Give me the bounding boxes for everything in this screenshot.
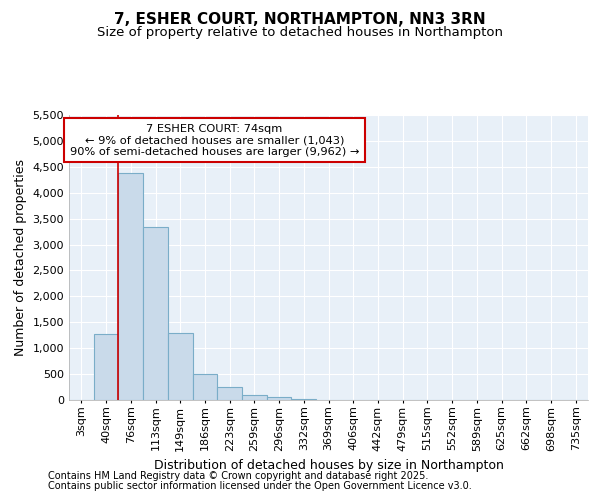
Bar: [217, 387, 242, 400]
Text: 7 ESHER COURT: 74sqm
← 9% of detached houses are smaller (1,043)
90% of semi-det: 7 ESHER COURT: 74sqm ← 9% of detached ho…: [70, 124, 359, 157]
Bar: [118, 173, 143, 400]
Y-axis label: Number of detached properties: Number of detached properties: [14, 159, 27, 356]
Bar: [267, 398, 292, 400]
Text: 7, ESHER COURT, NORTHAMPTON, NN3 3RN: 7, ESHER COURT, NORTHAMPTON, NN3 3RN: [114, 12, 486, 28]
Bar: [143, 228, 168, 400]
Bar: [242, 395, 267, 400]
Text: Size of property relative to detached houses in Northampton: Size of property relative to detached ho…: [97, 26, 503, 39]
Bar: [168, 333, 193, 400]
Bar: [94, 334, 118, 400]
Bar: [292, 399, 316, 400]
Bar: [193, 374, 217, 400]
Text: Contains HM Land Registry data © Crown copyright and database right 2025.: Contains HM Land Registry data © Crown c…: [48, 471, 428, 481]
Text: Contains public sector information licensed under the Open Government Licence v3: Contains public sector information licen…: [48, 481, 472, 491]
X-axis label: Distribution of detached houses by size in Northampton: Distribution of detached houses by size …: [154, 459, 503, 472]
